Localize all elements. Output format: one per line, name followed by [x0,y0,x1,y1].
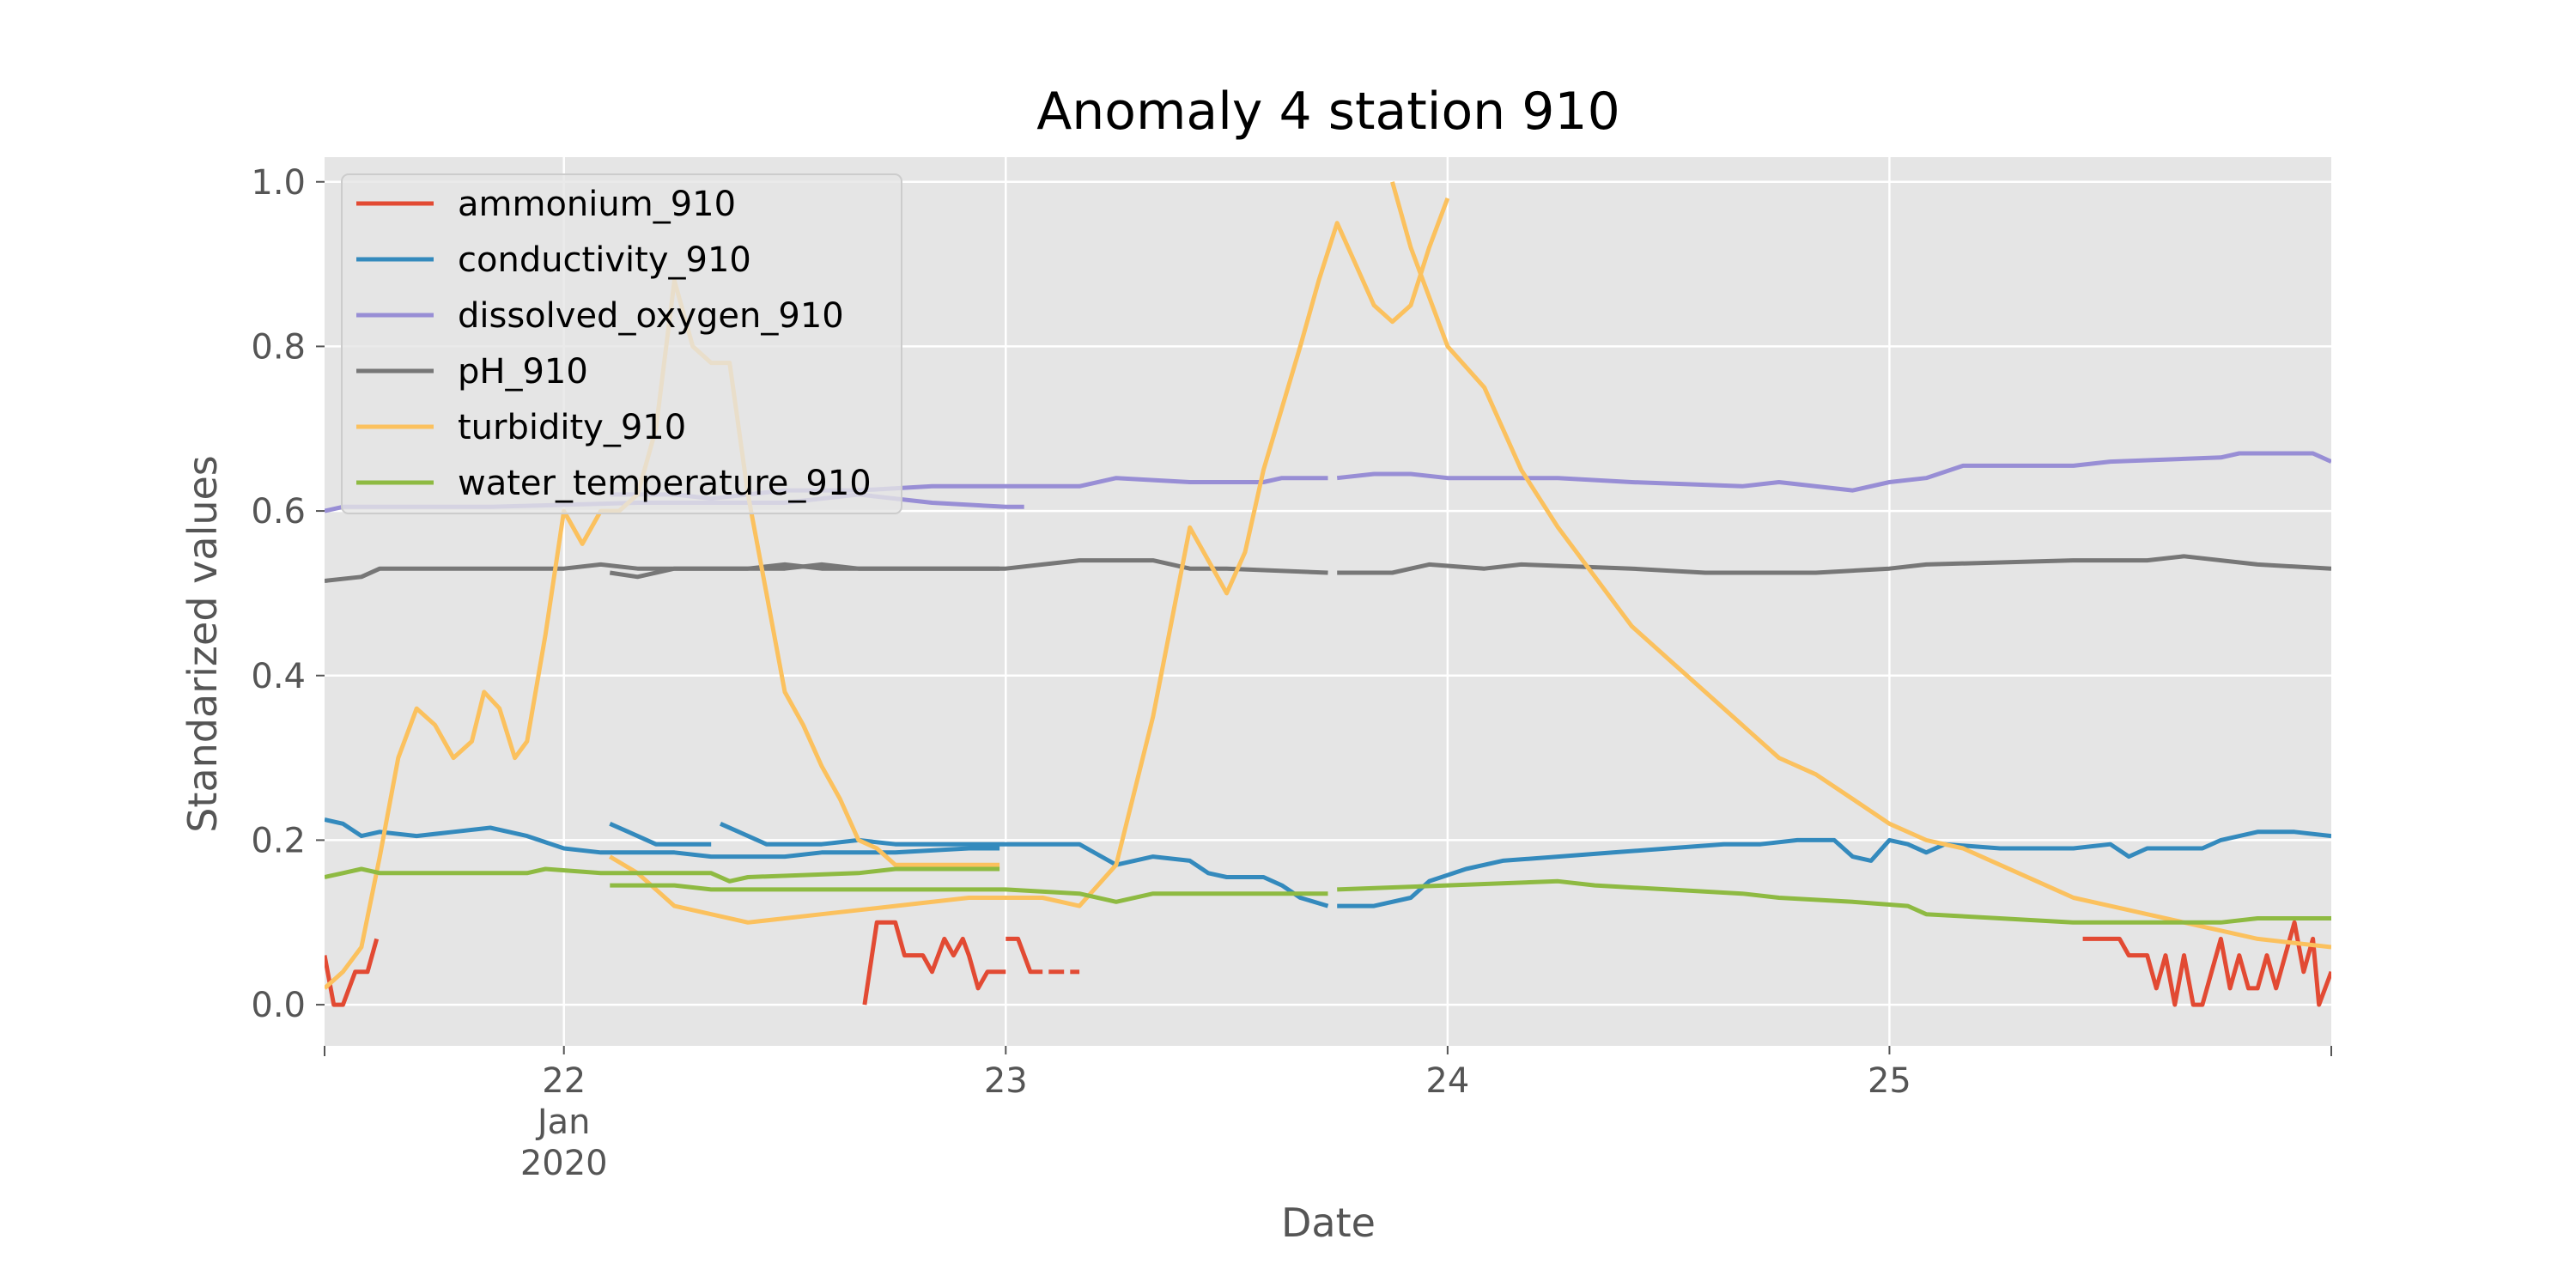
y-tick-label: 0.8 [251,327,306,367]
legend: ammonium_910 conductivity_910 dissolved_ox… [341,173,902,514]
y-tick-label: 0.0 [251,986,306,1025]
legend-label: conductivity_910 [458,240,751,280]
series-water-temperature-910 [325,866,2331,925]
y-tick-label: 0.6 [251,492,306,532]
x-tick-label: 22 [542,1061,586,1101]
chart-title: Anomaly 4 station 910 [1036,82,1620,142]
y-axis-label: Standarized values [179,455,226,833]
x-tick-sublabel: 2020 [520,1144,608,1183]
x-tick-label: 24 [1425,1061,1469,1101]
legend-label: dissolved_oxygen_910 [458,296,844,336]
y-tick-label: 0.2 [251,821,306,860]
series-line [2082,920,2331,1007]
series-conductivity-910 [325,817,2331,908]
series-line [610,883,1328,904]
legend-label: pH_910 [458,352,588,392]
series-line [1005,936,1043,975]
x-tick-sublabel: Jan [535,1103,591,1142]
legend-label: ammonium_910 [458,185,736,224]
series-line [1337,829,2331,908]
x-tick-label: 23 [984,1061,1028,1101]
series-ammonium-910 [325,920,2331,1007]
legend-label: turbidity_910 [458,408,686,447]
series-line [325,866,1000,884]
series-line [609,197,1450,925]
series-line [609,558,1328,580]
series-line [1336,451,2331,493]
y-tick-label: 1.0 [251,163,306,203]
series-line [609,822,712,847]
series-line [1337,878,2331,925]
series-line [1390,181,2331,950]
series-line [325,817,1000,860]
y-tick-label: 0.4 [251,657,306,696]
legend-box [341,173,902,514]
series-line [325,938,380,1007]
series-pH-910 [325,554,2331,583]
legend-label: water_temperature_910 [458,464,872,503]
series-line [719,822,1329,908]
series-line [1337,554,2331,575]
x-tick-label: 25 [1868,1061,1911,1101]
x-axis-label: Date [1281,1200,1376,1246]
series-line [862,920,1006,1005]
